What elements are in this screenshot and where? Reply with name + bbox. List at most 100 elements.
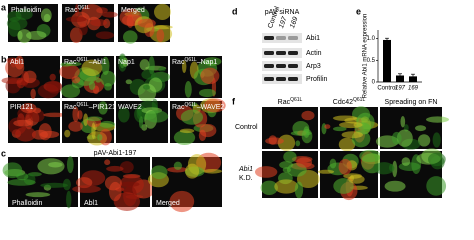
cell (173, 130, 196, 146)
cell (338, 137, 356, 152)
label-part: Merged (121, 7, 145, 14)
cell (400, 116, 406, 128)
cell (88, 81, 96, 91)
label-part: Cdc42 (333, 99, 353, 106)
cell (301, 110, 315, 121)
x-tick-label: 197 (395, 86, 406, 92)
cell (341, 131, 363, 139)
cell (317, 169, 335, 174)
blot-band (264, 64, 274, 68)
cell (120, 161, 134, 174)
cell (324, 124, 331, 129)
cell (260, 180, 278, 195)
panel-label: f (232, 96, 236, 106)
cell (17, 30, 23, 40)
cell (25, 192, 51, 198)
image-label: PIR121 (10, 104, 33, 111)
cell (137, 18, 156, 28)
panel-label: b (1, 54, 7, 64)
cell (329, 158, 337, 169)
cell (203, 98, 226, 113)
cell (95, 77, 102, 83)
label-part: Abl1 (84, 200, 98, 207)
cell (91, 122, 96, 139)
label-part: Merged (156, 200, 180, 207)
cell (37, 158, 65, 175)
cell (99, 128, 112, 146)
cell (20, 103, 37, 114)
cell (141, 69, 156, 80)
band-label: Abi1 (306, 35, 320, 42)
cell (339, 121, 363, 129)
cell (254, 166, 278, 178)
cell (200, 67, 220, 85)
label-part: Rac (278, 99, 291, 106)
cell (136, 105, 142, 119)
cell (125, 79, 132, 85)
blot-band (288, 64, 298, 68)
image-label: Abl1 (10, 59, 24, 66)
image-label: RacQ61L–WAVE2 (172, 102, 224, 111)
label-part: Q61L (76, 102, 88, 108)
image-label: Merged (156, 200, 180, 207)
cell (97, 134, 103, 141)
cell (153, 3, 171, 21)
label-part: Q61L (184, 102, 196, 108)
image-label: Merged (121, 7, 145, 14)
cell (6, 57, 19, 63)
image-label: Phalloidin (12, 200, 42, 207)
cell (179, 128, 195, 134)
label-part: Q61L (290, 97, 302, 103)
cell (348, 174, 365, 184)
cell (46, 80, 63, 94)
row-label: Control (235, 124, 258, 131)
y-tick-label: 0.5 (367, 58, 376, 64)
label-part: Rac (172, 104, 185, 111)
lane-label: 197 (278, 15, 289, 29)
label-part: Rac (64, 59, 77, 66)
blot-band (276, 77, 286, 81)
label-part: Q61L (353, 97, 365, 103)
cell (68, 121, 83, 132)
image-label: Spreading on FN (385, 99, 438, 106)
cell (202, 168, 222, 174)
cell (71, 76, 81, 84)
x-tick-label: Control (377, 86, 396, 92)
cell (283, 151, 297, 163)
cell (90, 19, 108, 27)
cell (427, 152, 446, 167)
y-axis-label: Relative Abi1 mRNA expression (363, 14, 369, 99)
cell (99, 120, 116, 128)
band-label: Actin (306, 50, 322, 57)
label-part: –Abl1 (89, 59, 107, 66)
image-label: Nap1 (118, 59, 135, 66)
cell (104, 159, 111, 166)
blot-band (288, 36, 298, 40)
cell (65, 61, 82, 67)
blot-band (264, 77, 274, 81)
cell (277, 134, 296, 152)
cell (199, 123, 217, 138)
cell (119, 181, 140, 187)
cell (292, 121, 310, 136)
cell (95, 31, 115, 40)
blot-band (276, 36, 286, 40)
cell (181, 60, 187, 74)
cell (100, 70, 116, 87)
label-part: –Nap1 (197, 59, 218, 66)
label-part: Phalloidin (11, 7, 41, 14)
cell (338, 158, 352, 175)
panel-label: c (1, 148, 6, 158)
figure: a b c d e f pAV-Abi1-197 pAV siRNA Relat… (1, 2, 450, 213)
lane-label: 169 (289, 16, 300, 29)
label-part: Nap1 (118, 59, 135, 66)
cell (184, 80, 192, 98)
cell (29, 109, 45, 123)
cell (295, 140, 301, 147)
cell (43, 13, 51, 23)
cell (414, 125, 427, 132)
cell (66, 156, 74, 174)
cell (65, 16, 87, 23)
cell (156, 29, 165, 42)
cell (148, 56, 155, 75)
